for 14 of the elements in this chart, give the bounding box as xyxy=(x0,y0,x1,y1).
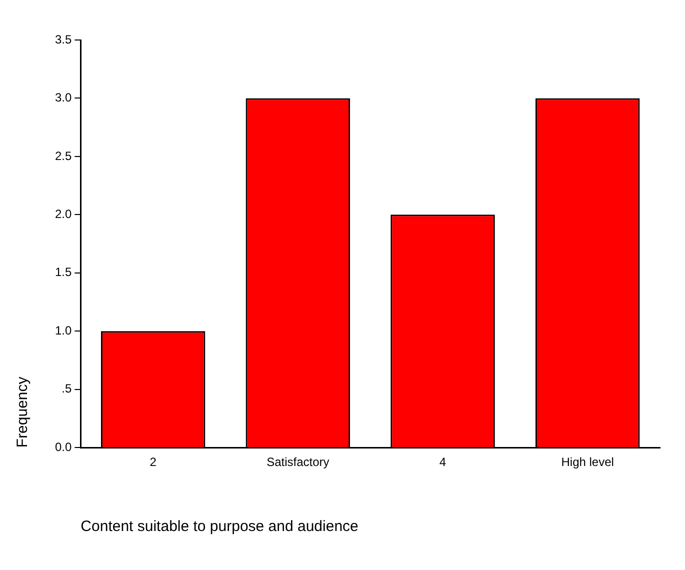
y-tick-label: 3.0 xyxy=(54,90,72,105)
y-tick-label: .5 xyxy=(62,382,72,396)
x-tick-label: 2 xyxy=(150,455,157,470)
x-tick-label: 4 xyxy=(439,455,446,470)
x-axis-title: Content suitable to purpose and audience xyxy=(80,518,358,536)
y-tick-label: 2.5 xyxy=(54,148,72,163)
y-tick-label: 1.5 xyxy=(54,265,72,280)
y-tick-label: 3.5 xyxy=(54,32,72,46)
y-axis-title: Frequency xyxy=(14,376,32,448)
x-tick-label: Satisfactory xyxy=(266,455,330,470)
y-tick-label: 2.0 xyxy=(54,207,72,221)
x-tick-label: High level xyxy=(561,455,614,470)
y-tick-label: 1.0 xyxy=(54,323,72,338)
y-tick-label: 0.0 xyxy=(54,440,72,454)
